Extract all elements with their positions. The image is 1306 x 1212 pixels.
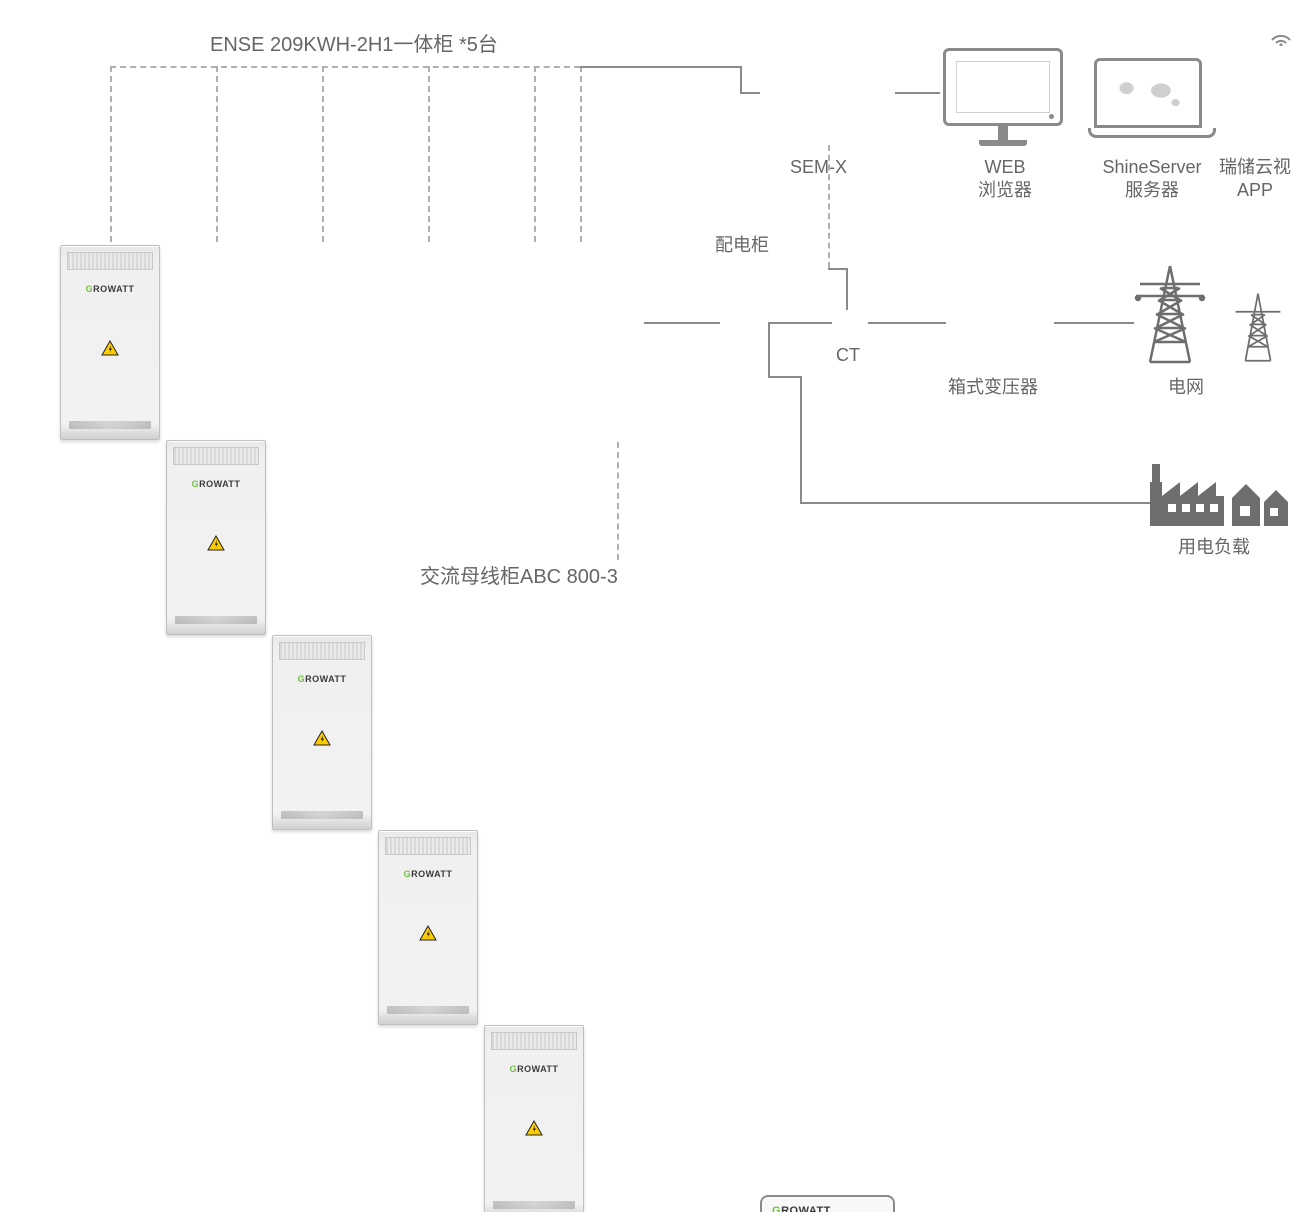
shineserver-label: ShineServer服务器 — [1092, 156, 1212, 203]
grid-label: 电网 — [1168, 376, 1204, 399]
warning-icon — [207, 535, 225, 551]
dash-drop-3 — [322, 66, 324, 242]
semx-label: SEM-X — [790, 156, 847, 179]
warning-icon — [525, 1120, 543, 1136]
line-load-down — [800, 376, 802, 502]
warning-icon — [419, 925, 437, 941]
dash-drop-2 — [216, 66, 218, 242]
line-semx-left — [740, 92, 760, 94]
load-label: 用电负载 — [1178, 536, 1250, 559]
warning-icon — [313, 730, 331, 746]
line-ct-xfmr — [868, 322, 946, 324]
corner-load — [768, 376, 802, 378]
line-semx-right — [895, 92, 940, 94]
dash-drop-4 — [428, 66, 430, 242]
line-cab-dist — [644, 322, 720, 324]
line-dist-ct — [768, 322, 832, 324]
semx-box: GROWATT — [760, 1195, 895, 1212]
wifi-icon — [1270, 28, 1292, 46]
dash-busbar-down — [617, 442, 619, 560]
web-label: WEB浏览器 — [965, 156, 1045, 203]
line-xfmr-grid — [1054, 322, 1134, 324]
corner-semx-1 — [740, 66, 742, 92]
corner-semx-2 — [580, 66, 740, 68]
line-ct-up — [846, 268, 848, 310]
cabinets-title: ENSE 209KWH-2H1一体柜 *5台 — [210, 28, 498, 57]
grid-towers — [1130, 258, 1290, 368]
ct-label: CT — [836, 344, 860, 367]
storage-cabinet-1: GROWATT — [60, 245, 160, 440]
corner-ct — [828, 268, 848, 270]
shineserver-laptop — [1088, 58, 1208, 138]
load-factory — [1150, 448, 1300, 528]
dash-drop-1 — [110, 66, 112, 242]
web-monitor — [943, 48, 1063, 146]
storage-cabinet-4: GROWATT — [378, 830, 478, 1025]
dash-top — [110, 66, 580, 68]
dash-drop-5 — [534, 66, 536, 242]
warning-icon — [101, 340, 119, 356]
dash-drop-busbar-top — [580, 66, 582, 242]
dash-semx-down — [828, 145, 830, 268]
corner-load-v — [768, 322, 770, 376]
app-label: 瑞储云视APP — [1210, 156, 1300, 203]
storage-cabinet-5: GROWATT — [484, 1025, 584, 1212]
line-load-across — [800, 502, 1150, 504]
distcab-label: 配电柜 — [702, 234, 782, 257]
busbar-label: 交流母线柜ABC 800-3 — [420, 560, 618, 589]
storage-cabinet-3: GROWATT — [272, 635, 372, 830]
transformer-label: 箱式变压器 — [948, 376, 1038, 399]
